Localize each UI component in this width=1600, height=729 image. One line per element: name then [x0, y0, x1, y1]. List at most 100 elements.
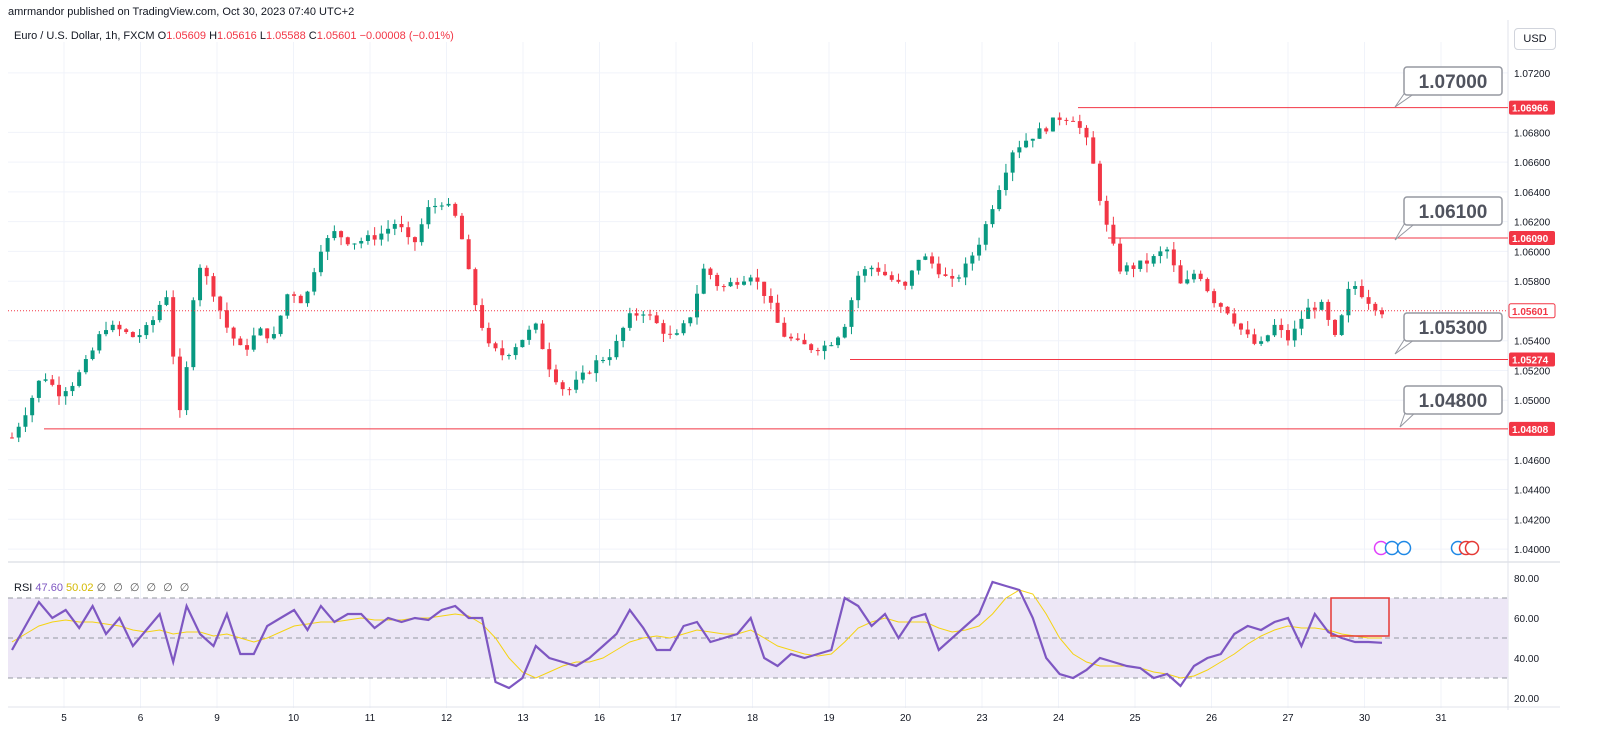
candle-body: [1353, 285, 1358, 289]
candle-body: [862, 269, 867, 276]
open-label: O: [157, 30, 167, 42]
candle-body: [990, 209, 995, 225]
candle-body: [500, 348, 505, 356]
candle-body: [647, 314, 652, 316]
candle-body: [815, 350, 820, 352]
candle-body: [486, 327, 491, 344]
candle-body: [83, 359, 88, 373]
candle-body: [224, 310, 229, 328]
candle-body: [1272, 324, 1277, 336]
time-tick-label: 9: [214, 713, 220, 724]
currency-button[interactable]: USD: [1514, 28, 1556, 50]
candle-body: [1050, 117, 1055, 132]
current-price-tag: [1508, 303, 1556, 319]
change-value: −0.00008 (−0.01%): [359, 30, 454, 42]
low-label: L: [259, 30, 266, 42]
candle-body: [983, 224, 988, 245]
candle-body: [903, 281, 908, 286]
publisher-line: amrmandor published on TradingView.com, …: [8, 6, 355, 18]
candle-body: [265, 328, 270, 339]
candle-body: [594, 360, 599, 374]
candle-body: [688, 317, 693, 324]
candle-body: [372, 235, 377, 240]
time-tick-label: 25: [1129, 713, 1141, 724]
candle-body: [1252, 334, 1257, 344]
candle-body: [1111, 224, 1116, 244]
candle-body: [681, 323, 686, 334]
candle-body: [117, 324, 122, 330]
candle-body: [285, 294, 290, 316]
candle-body: [1299, 318, 1304, 329]
candle-body: [1044, 128, 1049, 132]
candle-body: [433, 205, 438, 208]
price-tick-label: 1.06000: [1514, 247, 1551, 258]
candle-body: [1037, 128, 1042, 139]
candle-body: [406, 227, 411, 238]
rsi-ma-value: 50.02: [66, 582, 94, 594]
candle-body: [627, 313, 632, 328]
candle-body: [292, 294, 297, 296]
time-tick-label: 27: [1282, 713, 1294, 724]
candle-body: [271, 334, 276, 339]
candle-body: [318, 251, 323, 273]
candle-body: [513, 347, 518, 356]
price-tick-label: 1.06800: [1514, 128, 1551, 139]
candle-body: [755, 277, 760, 282]
candle-body: [332, 231, 337, 239]
time-tick-label: 20: [900, 713, 912, 724]
event-icon: [1384, 540, 1400, 556]
callout-label: 1.04800: [1419, 391, 1488, 412]
candle-body: [869, 267, 874, 270]
price-tick-label: 1.07200: [1514, 69, 1551, 80]
candle-body: [701, 268, 706, 294]
candle-body: [1380, 310, 1384, 315]
time-tick-label: 31: [1435, 713, 1447, 724]
candle-body: [110, 324, 115, 331]
candle-body: [963, 263, 968, 278]
candle-body: [204, 267, 209, 277]
candle-body: [836, 337, 841, 346]
candle-body: [325, 238, 330, 252]
candle-body: [721, 286, 726, 288]
candle-body: [218, 296, 223, 311]
candle-body: [1097, 163, 1102, 201]
candle-body: [412, 237, 417, 243]
candle-body: [1245, 329, 1250, 335]
level-price-tag: [1509, 421, 1555, 436]
rsi-ma-line: [11, 589, 1382, 679]
rsi-legend: RSI 47.60 50.02 ∅ ∅ ∅ ∅ ∅ ∅: [14, 581, 191, 594]
time-tick-label: 30: [1359, 713, 1371, 724]
candle-body: [493, 343, 498, 349]
callout-box: [1403, 196, 1503, 226]
candle-body: [1306, 307, 1311, 319]
candle-body: [426, 207, 431, 225]
candle-body: [365, 235, 370, 241]
time-tick-label: 16: [594, 713, 606, 724]
candle-body: [654, 315, 659, 324]
candle-body: [16, 426, 21, 438]
candle-body: [674, 333, 679, 335]
candle-body: [580, 372, 585, 380]
rsi-extra-values: ∅ ∅ ∅ ∅ ∅ ∅: [96, 582, 192, 594]
candle-body: [1178, 265, 1183, 284]
candle-body: [909, 270, 914, 286]
candle-body: [1232, 313, 1237, 324]
price-tick-label: 1.04400: [1514, 486, 1551, 497]
candle-body: [97, 334, 102, 351]
candle-body: [57, 384, 62, 397]
candle-body: [856, 275, 861, 301]
candle-body: [473, 269, 478, 306]
candle-body: [151, 320, 156, 326]
candle-body: [1077, 121, 1082, 128]
candle-body: [399, 223, 404, 228]
candle-body: [795, 338, 800, 340]
candle-body: [50, 379, 55, 385]
candle-body: [789, 336, 794, 339]
candle-body: [124, 329, 129, 333]
candle-body: [1158, 251, 1163, 257]
candle-body: [748, 277, 753, 282]
candle-body: [547, 349, 552, 370]
candle-body: [1017, 147, 1022, 153]
event-icon: [1396, 540, 1412, 556]
